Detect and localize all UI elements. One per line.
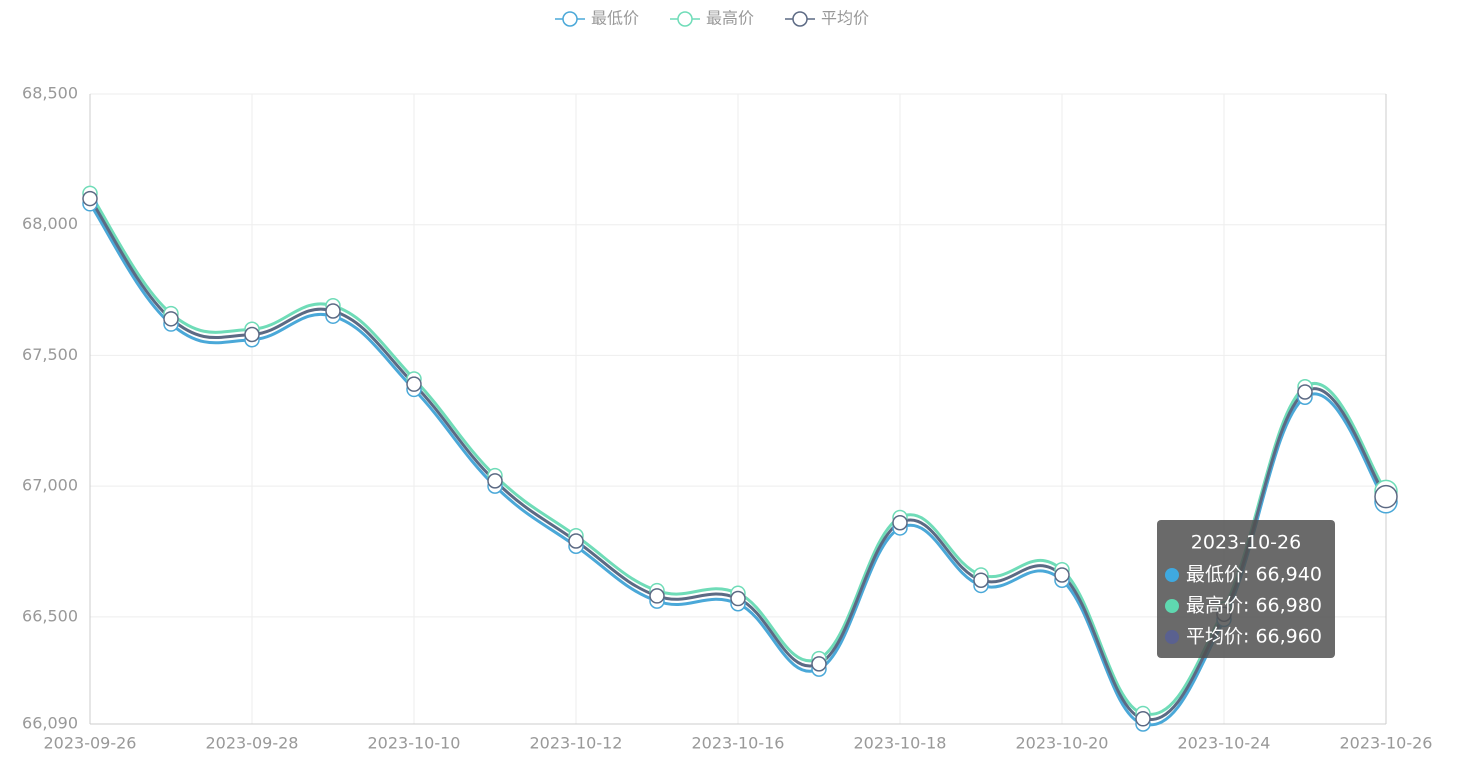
x-tick-label: 2023-10-20 <box>1016 734 1109 753</box>
point <box>973 572 989 588</box>
legend-item: 最高价 <box>670 9 754 28</box>
series-line <box>88 202 1388 727</box>
y-tick-label: 67,000 <box>22 476 78 495</box>
y-tick-label: 66,500 <box>22 606 78 625</box>
legend-item: 平均价 <box>785 9 869 28</box>
tooltip-row: 最高价: 66,980 <box>1186 595 1322 617</box>
tooltip-dot <box>1165 599 1179 613</box>
point <box>1297 384 1313 400</box>
y-tick-label: 68,000 <box>22 214 78 233</box>
point <box>649 588 665 604</box>
x-tick-label: 2023-10-24 <box>1178 734 1271 753</box>
legend-label: 最低价 <box>591 9 639 28</box>
legend-marker <box>677 11 693 27</box>
point <box>1135 711 1151 727</box>
legend-item: 最低价 <box>555 9 639 28</box>
tooltip-dot <box>1165 568 1179 582</box>
point <box>568 533 584 549</box>
point <box>730 590 746 607</box>
x-tick-label: 2023-10-26 <box>1340 734 1433 753</box>
point <box>406 376 422 392</box>
tooltip-box <box>1157 520 1335 658</box>
x-tick-label: 2023-10-16 <box>692 734 785 753</box>
x-tick-label: 2023-09-28 <box>206 734 299 753</box>
tooltip-row: 平均价: 66,960 <box>1186 626 1322 648</box>
point <box>892 514 908 531</box>
legend-marker <box>562 11 578 27</box>
point <box>163 311 179 327</box>
point <box>1054 567 1070 583</box>
legend-label: 平均价 <box>821 9 869 28</box>
y-tick-label: 67,500 <box>22 345 78 364</box>
point <box>811 656 827 672</box>
point <box>325 303 341 319</box>
legend-label: 最高价 <box>706 9 754 28</box>
y-tick-label: 66,090 <box>22 714 78 733</box>
point <box>244 326 260 343</box>
point <box>1374 484 1398 509</box>
tooltip: 2023-10-26 最低价: 66,940 最高价: 66,980 平均价: 66,… <box>1157 520 1335 658</box>
legend-marker <box>792 11 808 27</box>
x-tick-label: 2023-10-18 <box>854 734 947 753</box>
x-tick-label: 2023-09-26 <box>44 734 137 753</box>
tooltip-dot <box>1165 630 1179 644</box>
x-tick-label: 2023-10-10 <box>368 734 461 753</box>
x-tick-label: 2023-10-12 <box>530 734 623 753</box>
point <box>82 190 98 207</box>
tooltip-title: 2023-10-26 <box>1191 532 1301 554</box>
point <box>487 473 503 489</box>
tooltip-row: 最低价: 66,940 <box>1186 564 1322 586</box>
y-tick-label: 68,500 <box>22 84 78 103</box>
